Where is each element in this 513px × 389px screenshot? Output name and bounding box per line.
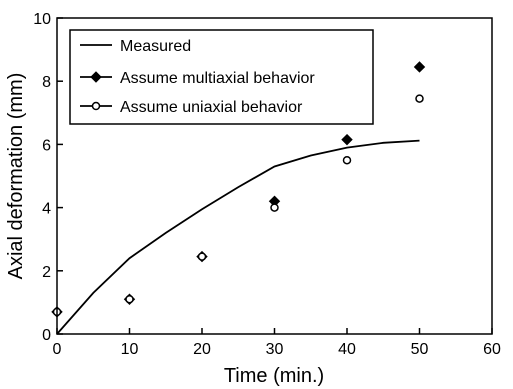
data-point-series-2 xyxy=(270,203,279,212)
legend-label: Assume multiaxial behavior xyxy=(120,70,315,87)
x-tick-label: 30 xyxy=(266,341,284,358)
y-tick-label: 2 xyxy=(42,264,51,281)
legend-swatch-marker xyxy=(91,101,101,111)
x-tick-label: 40 xyxy=(338,341,356,358)
x-axis-title: Time (min.) xyxy=(224,365,324,387)
series-line-measured xyxy=(56,139,420,335)
legend-swatch-marker xyxy=(90,71,102,83)
x-tick-label: 50 xyxy=(411,341,429,358)
axes: 0 10 20 30 40 50 60 0 2 4 6 8 10 xyxy=(33,11,501,358)
y-tick-label: 8 xyxy=(42,74,51,91)
y-tick-label: 6 xyxy=(42,137,51,154)
y-tick-label: 10 xyxy=(33,11,51,28)
legend-label: Measured xyxy=(120,38,191,55)
x-tick-label: 0 xyxy=(53,341,62,358)
y-axis-title: Axial deformation (mm) xyxy=(5,73,27,280)
data-point-series-2 xyxy=(197,252,207,261)
data-point-series-1 xyxy=(341,133,353,146)
y-tick-label: 4 xyxy=(42,201,51,218)
x-tick-label: 10 xyxy=(121,341,139,358)
data-point-series-2 xyxy=(125,294,134,304)
data-point-series-2 xyxy=(415,94,424,103)
legend-label: Assume uniaxial behavior xyxy=(120,99,303,116)
x-tick-label: 60 xyxy=(483,341,501,358)
data-point-series-2 xyxy=(342,155,352,165)
x-tick-label: 20 xyxy=(193,341,211,358)
legend: Measured Assume multiaxial behavior Assume… xyxy=(69,29,374,125)
y-tick-label: 0 xyxy=(42,327,51,344)
plot-area xyxy=(51,61,426,335)
legend-box xyxy=(69,29,374,125)
data-point-series-1 xyxy=(413,61,426,73)
